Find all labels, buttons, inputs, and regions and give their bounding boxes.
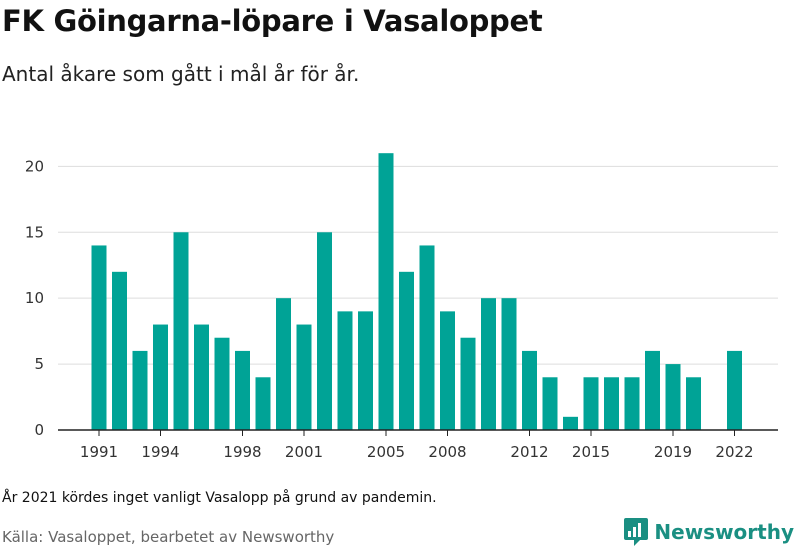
x-tick-label: 1998 xyxy=(223,443,261,461)
bar-2004[interactable] xyxy=(358,311,373,430)
x-tick-label: 2015 xyxy=(572,443,610,461)
bar-1995[interactable] xyxy=(173,232,189,430)
bar-1996[interactable] xyxy=(194,324,209,430)
x-tick-label: 2022 xyxy=(715,443,753,461)
bar-2007[interactable] xyxy=(419,245,435,430)
y-tick-label: 10 xyxy=(25,289,44,307)
bar-chart: 0 5 10 15 20 1991 1994 1998 2001 2005 2008 2012 2015… xyxy=(25,153,778,461)
x-tick-label: 2005 xyxy=(367,443,405,461)
x-tick-label: 2008 xyxy=(428,443,466,461)
bar-2012[interactable] xyxy=(522,350,537,430)
bar-2019[interactable] xyxy=(665,364,681,430)
bar-2011[interactable] xyxy=(501,298,517,430)
bar-2022[interactable] xyxy=(727,350,742,430)
bar-2013[interactable] xyxy=(542,377,558,430)
bar-1999[interactable] xyxy=(255,377,271,430)
bar-2015[interactable] xyxy=(583,377,599,430)
bar-2006[interactable] xyxy=(399,271,414,430)
y-tick-label: 20 xyxy=(25,157,44,175)
bar-2020[interactable] xyxy=(686,377,701,430)
bar-2002[interactable] xyxy=(317,232,332,430)
x-tick-label: 1991 xyxy=(80,443,118,461)
bar-2016[interactable] xyxy=(604,377,619,430)
bar-1991[interactable] xyxy=(91,245,107,430)
brand-logo[interactable]: Newsworthy xyxy=(624,518,794,546)
x-tick-label: 2001 xyxy=(285,443,323,461)
y-tick-label: 5 xyxy=(34,355,44,373)
footnote: År 2021 kördes inget vanligt Vasalopp på… xyxy=(2,490,437,506)
y-tick-label: 0 xyxy=(34,421,44,439)
bar-2000[interactable] xyxy=(276,298,291,430)
bar-2018[interactable] xyxy=(645,350,660,430)
bar-1993[interactable] xyxy=(132,350,148,430)
chart-subtitle: Antal åkare som gått i mål år för år. xyxy=(2,62,360,86)
chart-title: FK Göingarna-löpare i Vasaloppet xyxy=(2,4,543,38)
source-credit: Källa: Vasaloppet, bearbetet av Newswort… xyxy=(2,528,335,546)
bar-2001[interactable] xyxy=(296,324,312,430)
newsworthy-logo-icon xyxy=(624,518,649,546)
bar-1992[interactable] xyxy=(112,271,127,430)
bar-2010[interactable] xyxy=(481,298,496,430)
bar-1994[interactable] xyxy=(153,324,168,430)
bar-2008[interactable] xyxy=(440,311,455,430)
bar-2003[interactable] xyxy=(337,311,353,430)
bar-1998[interactable] xyxy=(235,350,250,430)
bar-2014[interactable] xyxy=(563,416,578,430)
x-tick-label: 2012 xyxy=(510,443,548,461)
bar-2017[interactable] xyxy=(624,377,640,430)
brand-name: Newsworthy xyxy=(654,520,794,544)
bar-2009[interactable] xyxy=(460,337,476,430)
bars xyxy=(91,153,742,430)
bar-1997[interactable] xyxy=(214,337,230,430)
x-tick-label: 2019 xyxy=(654,443,692,461)
bar-2005[interactable] xyxy=(378,153,394,430)
axes: 0 5 10 15 20 1991 1994 1998 2001 2005 2008 2012 2015… xyxy=(25,157,778,461)
x-tick-label: 1994 xyxy=(141,443,179,461)
y-tick-label: 15 xyxy=(25,223,44,241)
